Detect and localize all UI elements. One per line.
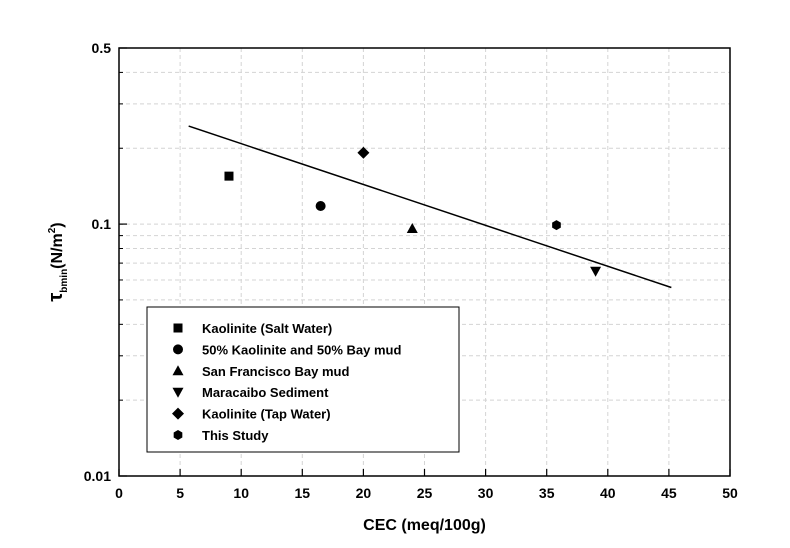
legend-marker-triangle-up (172, 365, 184, 376)
fit-line (188, 125, 672, 289)
legend-marker-square (173, 323, 183, 333)
legend-marker-circle (173, 344, 183, 355)
x-tick-label: 45 (661, 485, 677, 501)
legend-label: Kaolinite (Tap Water) (202, 407, 331, 422)
x-tick-label: 20 (356, 485, 372, 501)
legend-label: Maracaibo Sediment (202, 385, 329, 400)
axis-ticks: 0 5 10 15 20 25 30 35 40 45 50 0.01 0.1 0.5 (84, 40, 738, 501)
x-tick-label: 0 (115, 485, 123, 501)
x-tick-label: 10 (233, 485, 249, 501)
fit-line-group (188, 125, 672, 289)
x-axis-title: CEC (meq/100g) (363, 517, 486, 534)
legend-label: This Study (202, 428, 269, 443)
data-point-diamond (357, 146, 370, 159)
plot-frame (118, 47, 731, 477)
legend-label: 50% Kaolinite and 50% Bay mud (202, 342, 401, 357)
x-tick-label: 5 (176, 485, 184, 501)
data-point-square (224, 171, 234, 181)
legend-box (146, 306, 460, 453)
x-tick-label: 35 (539, 485, 555, 501)
legend-marker-hexagon (173, 430, 183, 440)
x-tick-label: 40 (600, 485, 616, 501)
x-tick-label: 30 (478, 485, 494, 501)
y-tick-label: 0.5 (92, 40, 112, 56)
y-axis-subscript: bmin (59, 269, 70, 293)
x-tick-label: 25 (417, 485, 433, 501)
y-axis-symbol: τ (45, 293, 67, 302)
x-tick-label: 50 (722, 485, 738, 501)
data-point-triangle-down (590, 266, 602, 277)
y-axis-title: τbmin(N/m2) (45, 222, 70, 301)
y-axis-unit-prefix: (N/m (49, 233, 66, 269)
data-point-hexagon (552, 220, 561, 231)
legend-label: San Francisco Bay mud (202, 364, 349, 379)
y-tick-label: 0.01 (84, 468, 111, 484)
y-axis-unit-sup: 2 (47, 227, 58, 233)
y-axis-unit-suffix: ) (49, 222, 66, 227)
data-point-circle (315, 200, 326, 211)
x-tick-label: 15 (295, 485, 311, 501)
legend: Kaolinite (Salt Water) 50% Kaolinite and … (146, 306, 460, 453)
y-tick-label: 0.1 (92, 216, 112, 232)
legend-marker-triangle-down (172, 387, 184, 398)
data-point-triangle-up (406, 223, 418, 234)
legend-marker-diamond (172, 407, 184, 420)
data-points (224, 146, 602, 277)
legend-label: Kaolinite (Salt Water) (202, 321, 332, 336)
